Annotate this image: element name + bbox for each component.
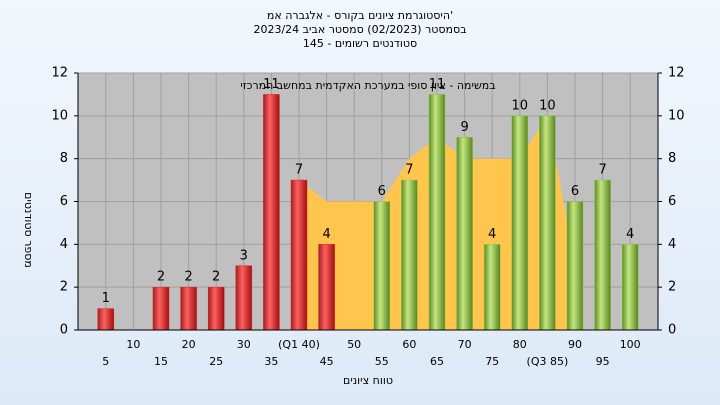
bar — [373, 201, 391, 331]
bar — [621, 244, 639, 331]
bar — [539, 115, 556, 331]
x-tick-label: 90 — [568, 338, 582, 351]
y-tick-label: 0 — [60, 323, 68, 338]
bar — [235, 265, 253, 331]
bar — [318, 244, 335, 331]
x-tick-label: 70 — [458, 338, 472, 351]
y-axis-title: מספר סטודנטים — [22, 192, 35, 268]
data-label: 6 — [571, 184, 579, 199]
chart-subtitle: סטודנטים רשומים - 145 — [303, 37, 417, 50]
bar — [97, 308, 115, 331]
data-label: 6 — [378, 184, 386, 199]
x-tick-label: 20 — [182, 338, 196, 351]
x-tick-label: 55 — [375, 355, 389, 368]
x-tick-label: 10 — [126, 338, 140, 351]
y2-tick-label: 10 — [668, 108, 685, 123]
data-label: 10 — [512, 98, 529, 113]
x-tick-label: 25 — [209, 355, 223, 368]
x-tick-label: 45 — [320, 355, 334, 368]
data-label: 7 — [295, 163, 303, 178]
y-tick-label: 8 — [60, 151, 68, 166]
bar — [401, 179, 418, 331]
data-label: 11 — [263, 77, 280, 92]
x-tick-label: (Q3 85) — [527, 355, 569, 368]
data-label: 4 — [626, 227, 634, 242]
y2-tick-label: 12 — [668, 66, 685, 81]
y-tick-label: 4 — [60, 237, 68, 252]
annotation: במשימה - ציון סופי במערכת האקדמית במחשב … — [240, 79, 495, 92]
x-tick-label: 95 — [596, 355, 610, 368]
y2-tick-label: 8 — [668, 151, 676, 166]
x-axis-title: טווח ציונים — [343, 374, 393, 387]
y2-tick-label: 6 — [668, 194, 676, 209]
x-tick-label: 50 — [347, 338, 361, 351]
chart-title: 'היסטוגרמת ציונים בקורס - אלגברה אמ — [267, 9, 453, 22]
bar — [428, 94, 446, 331]
x-tick-label: 30 — [237, 338, 251, 351]
bar — [263, 94, 280, 331]
y2-tick-label: 2 — [668, 280, 676, 295]
bar — [456, 137, 473, 331]
bar — [594, 179, 611, 331]
data-label: 2 — [212, 270, 220, 285]
y2-tick-label: 0 — [668, 323, 676, 338]
x-tick-label: 75 — [485, 355, 499, 368]
x-tick-label: 100 — [620, 338, 641, 351]
x-tick-label: 15 — [154, 355, 168, 368]
x-tick-label: 65 — [430, 355, 444, 368]
bar — [511, 115, 529, 331]
bar — [152, 286, 170, 331]
data-label: 2 — [157, 270, 165, 285]
y-tick-label: 12 — [51, 66, 68, 81]
data-label: 3 — [240, 248, 248, 263]
data-label: 1 — [102, 291, 110, 306]
bar — [483, 244, 501, 331]
y2-tick-label: 4 — [668, 237, 676, 252]
data-label: 7 — [405, 163, 413, 178]
y-tick-label: 6 — [60, 194, 68, 209]
x-tick-label: 35 — [264, 355, 278, 368]
data-label: 4 — [322, 227, 330, 242]
x-tick-label: 60 — [402, 338, 416, 351]
data-label: 4 — [488, 227, 496, 242]
bar — [180, 286, 197, 331]
bar — [207, 286, 225, 331]
y-tick-label: 2 — [60, 280, 68, 295]
x-tick-label: 5 — [102, 355, 109, 368]
data-label: 10 — [539, 98, 556, 113]
x-tick-label: 80 — [513, 338, 527, 351]
bar — [290, 179, 308, 331]
y-tick-label: 10 — [51, 108, 68, 123]
data-label: 11 — [429, 77, 446, 92]
data-label: 9 — [460, 120, 468, 135]
data-label: 2 — [184, 270, 192, 285]
chart-subtitle: בסמסטר (02/2023) סמסטר אביב 2023/24 — [253, 23, 466, 36]
data-label: 7 — [598, 163, 606, 178]
x-tick-label: (Q1 40) — [278, 338, 320, 351]
bar — [566, 201, 584, 331]
